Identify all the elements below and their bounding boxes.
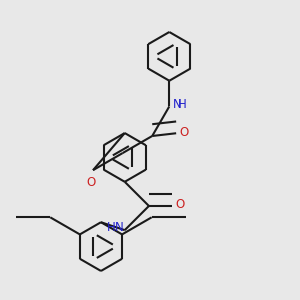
Text: O: O	[175, 198, 184, 211]
Text: N: N	[115, 221, 123, 234]
Text: H: H	[178, 98, 187, 111]
Text: N: N	[173, 98, 182, 111]
Text: O: O	[86, 176, 95, 188]
Text: O: O	[179, 126, 188, 139]
Text: H: H	[107, 221, 116, 234]
